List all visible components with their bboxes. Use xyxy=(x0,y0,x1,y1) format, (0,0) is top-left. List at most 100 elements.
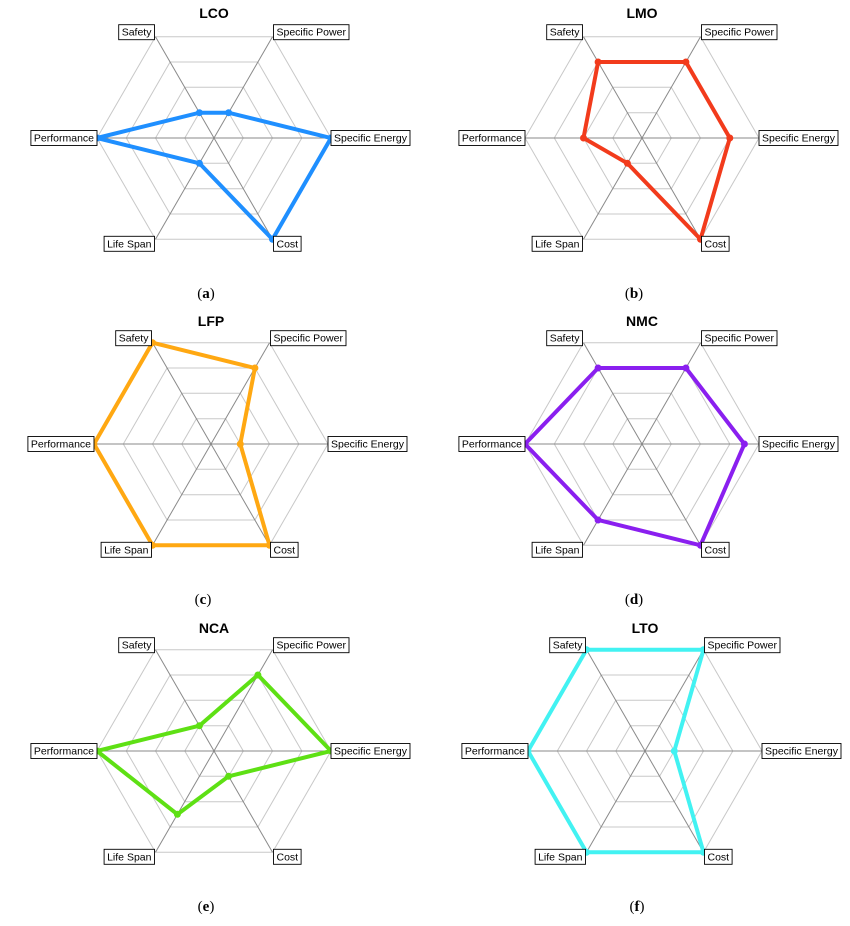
axis-label-text: Specific Power xyxy=(708,640,778,652)
axis-spoke xyxy=(583,342,643,445)
axis-label-text: Life Span xyxy=(535,238,580,250)
axis-label-life-span: Life Span xyxy=(531,235,583,252)
axis-spoke xyxy=(210,443,270,546)
axis-label-box xyxy=(534,848,586,865)
axis-spoke xyxy=(641,36,701,139)
axis-label-text: Safety xyxy=(122,27,153,39)
axis-label-life-span: Life Span xyxy=(531,541,583,558)
axis-spoke xyxy=(644,750,704,853)
axis-label-life-span: Life Span xyxy=(103,848,155,865)
axis-label-cost: Cost xyxy=(701,235,730,252)
axis-label-box xyxy=(701,24,778,41)
axis-label-box xyxy=(327,436,408,452)
data-point-specific-energy xyxy=(726,134,734,142)
data-series-line xyxy=(96,110,335,243)
axis-label-box xyxy=(330,743,411,759)
data-point-safety xyxy=(195,722,203,730)
axis-label-box xyxy=(458,436,526,452)
axis-label-box xyxy=(273,848,302,865)
axis-label-performance: Performance xyxy=(458,436,526,452)
axis-label-specific-energy: Specific Energy xyxy=(327,436,408,452)
axis-label-specific-power: Specific Power xyxy=(701,330,778,347)
axis-label-box xyxy=(273,24,350,41)
axis-label-box xyxy=(701,541,730,558)
axis-label-box xyxy=(546,330,583,347)
axis-label-performance: Performance xyxy=(30,130,98,146)
axis-label-text: Specific Power xyxy=(274,333,344,345)
panel-caption: (e) xyxy=(198,899,215,915)
axis-label-box xyxy=(270,541,299,558)
axis-label-text: Cost xyxy=(277,851,299,863)
axis-spoke xyxy=(152,443,212,546)
axis-label-safety: Safety xyxy=(546,330,583,347)
chart-title: LTO xyxy=(632,620,659,636)
axis-label-cost: Cost xyxy=(270,541,299,558)
radar-panel-lfp: Safety Specific Power Specific Energy Cost L… xyxy=(27,313,408,608)
data-point-specific-power xyxy=(251,364,259,372)
axis-label-box xyxy=(531,541,583,558)
axis-label-text: Specific Power xyxy=(277,640,347,652)
data-series-line xyxy=(581,60,732,244)
data-point-specific-power xyxy=(682,364,690,372)
axis-label-box xyxy=(704,637,781,654)
chart-title: NCA xyxy=(199,620,229,636)
radar-panel-lmo: Safety Specific Power Specific Energy Cost L… xyxy=(458,5,839,302)
axis-spoke xyxy=(641,342,701,445)
axis-label-text: Specific Energy xyxy=(762,439,836,451)
data-point-specific-energy xyxy=(236,440,244,448)
axis-label-text: Specific Energy xyxy=(762,133,836,145)
axis-spoke xyxy=(155,137,215,240)
axis-label-text: Life Span xyxy=(107,238,152,250)
axis-label-box xyxy=(531,235,583,252)
data-point-safety xyxy=(195,109,203,117)
axis-label-text: Performance xyxy=(465,746,525,758)
axis-label-specific-energy: Specific Energy xyxy=(330,743,411,759)
axis-spoke xyxy=(583,443,643,546)
axis-label-performance: Performance xyxy=(30,743,98,759)
panel-caption: (a) xyxy=(197,286,215,302)
radar-panel-lto: Safety Specific Power Specific Energy Cost L… xyxy=(461,620,842,915)
axis-label-performance: Performance xyxy=(461,743,529,759)
axis-spoke xyxy=(644,649,704,752)
axis-spoke xyxy=(155,649,215,752)
axis-label-text: Performance xyxy=(34,746,94,758)
data-point-safety xyxy=(594,58,602,66)
axis-label-specific-energy: Specific Energy xyxy=(330,130,411,146)
axis-label-safety: Safety xyxy=(115,330,152,347)
axis-spoke xyxy=(213,750,273,853)
axis-label-specific-energy: Specific Energy xyxy=(758,130,839,146)
axis-label-safety: Safety xyxy=(118,24,155,41)
axis-spoke xyxy=(213,36,273,139)
panel-caption: (b) xyxy=(625,286,643,302)
axis-label-cost: Cost xyxy=(701,541,730,558)
axis-label-specific-power: Specific Power xyxy=(701,24,778,41)
axis-spoke xyxy=(586,750,646,853)
axis-label-text: Life Span xyxy=(535,544,580,556)
axis-label-box xyxy=(30,130,98,146)
axis-label-cost: Cost xyxy=(273,848,302,865)
axis-label-text: Safety xyxy=(550,27,581,39)
panel-caption: (d) xyxy=(625,592,643,608)
axis-label-text: Cost xyxy=(708,851,730,863)
data-point-specific-power xyxy=(254,671,262,679)
axis-label-text: Life Span xyxy=(104,544,149,556)
data-point-specific-energy xyxy=(740,440,748,448)
axis-label-box xyxy=(103,848,155,865)
axis-label-box xyxy=(115,330,152,347)
axis-spoke xyxy=(586,649,646,752)
axis-spoke xyxy=(583,36,643,139)
radar-panel-nca: Safety Specific Power Specific Energy Cost L… xyxy=(30,620,411,915)
axis-spoke xyxy=(213,137,273,240)
axis-label-text: Cost xyxy=(277,238,299,250)
axis-label-box xyxy=(701,330,778,347)
axis-label-box xyxy=(103,235,155,252)
axis-label-text: Specific Energy xyxy=(334,746,408,758)
axis-spoke xyxy=(641,137,701,240)
axis-label-box xyxy=(758,130,839,146)
axis-label-text: Specific Power xyxy=(705,333,775,345)
axis-label-text: Life Span xyxy=(538,851,583,863)
axis-spoke xyxy=(155,750,215,853)
axis-label-box xyxy=(27,436,95,452)
axis-label-text: Performance xyxy=(31,439,91,451)
